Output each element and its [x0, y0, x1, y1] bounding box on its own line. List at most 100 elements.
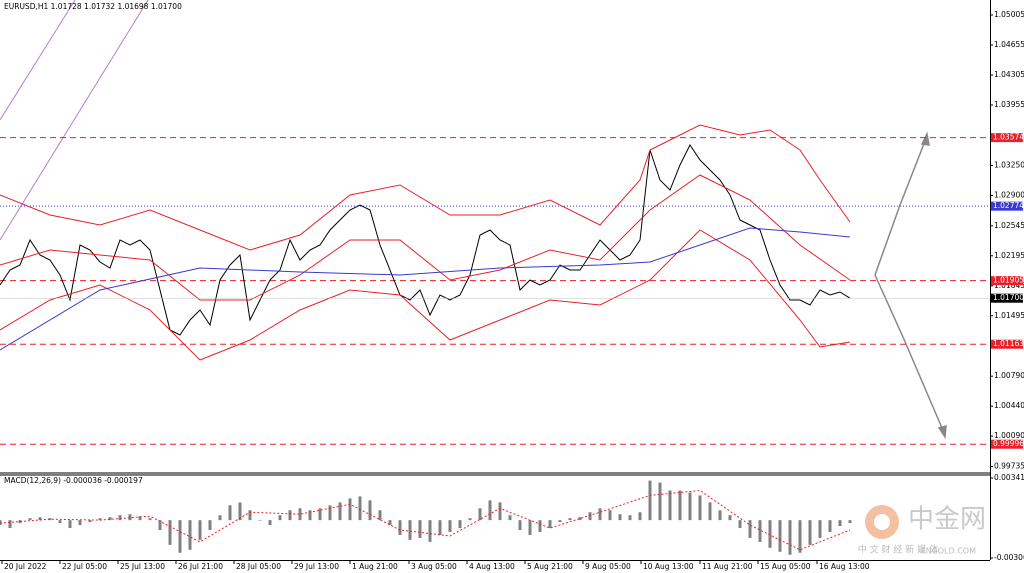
histogram-bar: [298, 508, 302, 521]
level-label: 1.01905: [993, 276, 1024, 285]
histogram-bar: [68, 520, 72, 529]
histogram-bar: [408, 520, 412, 540]
histogram-bar: [608, 510, 612, 521]
histogram-bar: [648, 480, 652, 521]
histogram-bar: [628, 515, 632, 521]
y-tick-label: 1.00790: [994, 371, 1024, 380]
y-tick-label: -0.003065: [994, 553, 1024, 562]
histogram-bar: [218, 515, 222, 521]
histogram-bar: [278, 515, 282, 521]
histogram-bar: [358, 496, 362, 521]
x-tick-label: 26 Jul 21:00: [178, 562, 223, 571]
x-tick-label: 5 Aug 21:00: [527, 562, 573, 571]
histogram-bar: [658, 482, 662, 521]
histogram-bar: [208, 520, 212, 531]
histogram-bar: [838, 520, 842, 527]
histogram-bar: [498, 502, 502, 521]
y-tick-label: 1.02545: [994, 221, 1024, 230]
series-line: [0, 174, 851, 301]
histogram-bar: [808, 520, 812, 545]
current-price-label: 1.01700: [993, 293, 1024, 302]
histogram-bar: [228, 505, 232, 521]
histogram-bar: [428, 520, 432, 542]
level-label-bg: [991, 439, 1023, 449]
histogram-bar: [698, 495, 702, 521]
histogram-bar: [38, 517, 42, 521]
x-tick-label: 9 Aug 05:00: [585, 562, 631, 571]
series-line: [0, 124, 851, 251]
histogram-bar: [668, 490, 672, 521]
histogram-bar: [58, 520, 62, 524]
histogram-bar: [258, 520, 262, 521]
histogram-bar: [398, 520, 402, 535]
histogram-bar: [718, 510, 722, 521]
y-tick-label: 1.03955: [994, 100, 1024, 109]
histogram-bar: [568, 518, 572, 521]
histogram-bar: [618, 514, 622, 521]
y-tick-label: 1.04655: [994, 40, 1024, 49]
y-tick-label: 1.00090: [994, 431, 1024, 440]
histogram-bar: [828, 520, 832, 533]
histogram-bar: [48, 518, 52, 521]
watermark-slogan: 中 文 财 经 新 媒 体: [858, 544, 938, 556]
x-tick-label: 10 Aug 13:00: [643, 562, 694, 571]
histogram-bar: [578, 517, 582, 521]
histogram-bar: [128, 514, 132, 521]
series-line: [0, 489, 851, 551]
histogram-bar: [318, 508, 322, 521]
histogram-bar: [178, 520, 182, 553]
histogram-bar: [458, 520, 462, 529]
histogram-bar: [118, 515, 122, 521]
histogram-bar: [28, 518, 32, 521]
histogram-bar: [288, 510, 292, 521]
chart-title: EURUSD,H1 1.01728 1.01732 1.01698 1.0170…: [4, 2, 182, 11]
x-tick-label: 25 Jul 13:00: [120, 562, 165, 571]
y-tick-label: 1.01495: [994, 311, 1024, 320]
histogram-bar: [168, 520, 172, 545]
y-tick-label: 1.01845: [994, 281, 1024, 290]
histogram-bar: [198, 520, 202, 540]
histogram-bar: [438, 520, 442, 535]
histogram-bar: [418, 520, 422, 538]
histogram-bar: [248, 510, 252, 521]
histogram-bar: [748, 520, 752, 538]
watermark-site: CNGOLD.COM: [920, 547, 976, 556]
watermark: 中金网 CNGOLD.COM 中 文 财 经 新 媒 体: [858, 505, 986, 556]
histogram-bar: [708, 502, 712, 521]
histogram-bar: [548, 520, 552, 529]
current-price-bg: [991, 293, 1023, 303]
histogram-bar: [598, 508, 602, 521]
histogram-bar: [768, 520, 772, 548]
series-line: [0, 144, 851, 336]
histogram-bar: [778, 520, 782, 552]
histogram-bar: [368, 500, 372, 521]
x-tick-label: 29 Jul 13:00: [294, 562, 339, 571]
x-tick-label: 22 Jul 05:00: [62, 562, 107, 571]
histogram-bar: [328, 505, 332, 521]
histogram-bar: [448, 520, 452, 533]
x-tick-label: 20 Jul 2022: [4, 562, 47, 571]
histogram-bar: [188, 520, 192, 550]
y-tick-label: 0.99735: [994, 462, 1024, 471]
level-label-bg: [991, 339, 1023, 349]
level-label-bg: [991, 276, 1023, 286]
histogram-bar: [238, 502, 242, 521]
histogram-bar: [688, 492, 692, 521]
histogram-bar: [338, 502, 342, 521]
histogram-bar: [478, 508, 482, 521]
series-line: [0, 229, 851, 361]
histogram-bar: [528, 520, 532, 535]
x-tick-label: 15 Aug 05:00: [760, 562, 811, 571]
level-label-bg: [991, 133, 1023, 143]
x-tick-label: 3 Aug 05:00: [411, 562, 457, 571]
x-tick-label: 1 Aug 21:00: [352, 562, 398, 571]
y-tick-label: 1.04305: [994, 70, 1024, 79]
trend-line: [0, 0, 76, 121]
projection-arrows: [874, 131, 947, 440]
series-line: [0, 227, 851, 351]
histogram-bar: [788, 520, 792, 555]
histogram-bar: [508, 515, 512, 521]
level-label: 1.03574: [993, 133, 1024, 142]
histogram-bar: [8, 520, 12, 529]
histogram-bar: [308, 510, 312, 521]
